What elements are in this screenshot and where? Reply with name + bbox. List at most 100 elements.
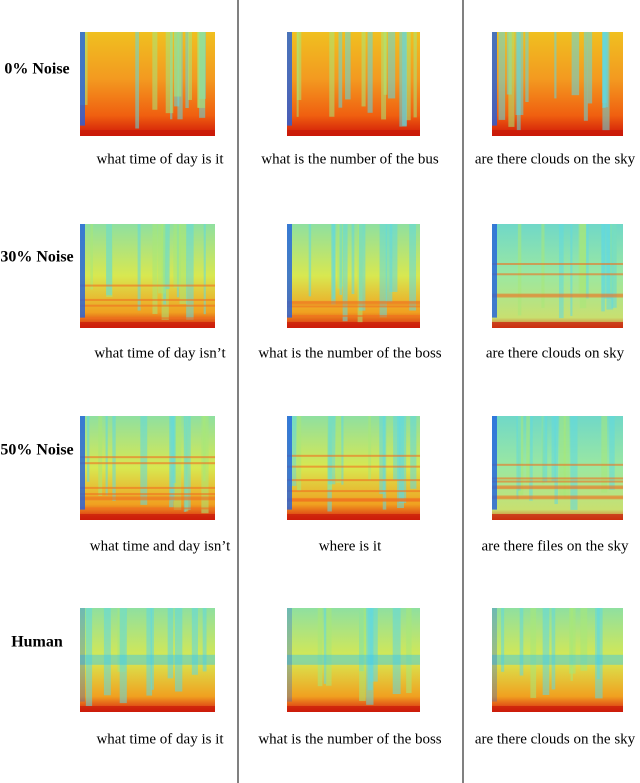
- spectrogram-band: [146, 608, 153, 696]
- spectrogram-band: [369, 608, 378, 682]
- caption: what is the number of the boss: [258, 731, 441, 747]
- spectrogram-band: [410, 416, 417, 489]
- spectrogram-band: [152, 224, 158, 314]
- spectrogram-band: [559, 416, 566, 498]
- spectrogram-noise: [287, 300, 420, 303]
- spectrogram-band: [580, 608, 588, 671]
- spectrogram-band: [170, 416, 175, 501]
- spectrogram: [80, 32, 215, 136]
- spectrogram-band: [80, 654, 215, 665]
- caption: are there clouds on sky: [486, 345, 625, 361]
- spectrogram-band: [165, 32, 174, 114]
- spectrogram-band: [382, 416, 387, 510]
- row-label: 30% Noise: [0, 249, 73, 266]
- spectrogram-band: [80, 224, 85, 318]
- spectrogram-band: [80, 514, 215, 520]
- caption: what time of day is it: [96, 731, 224, 747]
- spectrogram-band: [492, 706, 623, 712]
- spectrogram-band: [336, 416, 342, 483]
- spectrogram-band: [287, 608, 292, 702]
- spectrogram-band: [197, 32, 200, 108]
- spectrogram-band: [389, 224, 398, 292]
- spectrogram-noise: [287, 315, 420, 318]
- spectrogram-band: [609, 416, 615, 490]
- spectrogram-band: [551, 416, 556, 482]
- spectrogram-band: [345, 32, 351, 100]
- spectrogram-band: [296, 32, 302, 100]
- spectrogram-band: [381, 32, 387, 120]
- spectrogram-band: [558, 224, 564, 319]
- spectrogram-band: [399, 32, 407, 127]
- spectrogram-noise: [287, 479, 420, 482]
- spectrogram-band: [492, 224, 497, 318]
- spectrogram-band: [325, 608, 332, 686]
- spectrogram-band: [541, 224, 545, 308]
- spectrogram-band: [570, 416, 578, 510]
- row-label: 50% Noise: [0, 442, 73, 459]
- spectrogram-band: [296, 32, 299, 117]
- spectrogram-band: [542, 416, 548, 483]
- spectrogram-band: [185, 32, 189, 109]
- spectrogram-band: [570, 224, 573, 316]
- spectrogram-band: [87, 416, 90, 482]
- spectrogram-band: [174, 32, 182, 97]
- spectrogram-band: [152, 32, 158, 110]
- spectrogram-band: [135, 32, 140, 129]
- spectrogram-band: [332, 224, 335, 299]
- spectrogram-band: [341, 416, 344, 485]
- spectrogram-noise: [80, 462, 215, 465]
- spectrogram-band: [492, 514, 623, 520]
- spectrogram-band: [519, 608, 524, 676]
- spectrogram-band: [359, 608, 366, 701]
- spectrogram: [492, 416, 623, 520]
- spectrogram-band: [604, 224, 612, 299]
- spectrogram-band: [526, 416, 531, 483]
- spectrogram-noise: [80, 284, 215, 287]
- caption: what is the number of the bus: [261, 151, 439, 167]
- spectrogram-band: [611, 224, 617, 308]
- spectrogram-band: [501, 608, 505, 672]
- spectrogram-band: [498, 32, 506, 120]
- spectrogram: [287, 416, 420, 520]
- spectrogram-band: [338, 32, 343, 108]
- spectrogram-band: [385, 224, 393, 303]
- spectrogram-noise: [492, 293, 623, 296]
- spectrogram-band: [201, 416, 209, 514]
- spectrogram: [287, 32, 420, 136]
- spectrogram-band: [554, 32, 557, 99]
- row-label: Human: [11, 634, 63, 651]
- spectrogram-band: [112, 416, 116, 501]
- spectrogram-noise: [492, 273, 623, 276]
- spectrogram-band: [368, 416, 372, 481]
- spectrogram-band: [517, 224, 522, 316]
- spectrogram-band: [569, 608, 576, 674]
- spectrogram-noise: [80, 498, 215, 501]
- spectrogram-band: [492, 130, 623, 136]
- spectrogram: [492, 32, 623, 136]
- spectrogram-band: [191, 608, 198, 675]
- spectrogram-band: [329, 32, 335, 117]
- spectrogram-band: [563, 416, 570, 500]
- spectrogram-band: [351, 224, 355, 295]
- spectrogram-band: [106, 224, 113, 296]
- spectrogram-base: [287, 32, 420, 136]
- spectrogram-band: [203, 224, 206, 315]
- spectrogram-band: [530, 608, 537, 698]
- spectrogram-noise: [287, 490, 420, 493]
- spectrogram-band: [409, 224, 417, 311]
- spectrogram-band: [98, 416, 103, 496]
- spectrogram-band: [287, 706, 420, 712]
- spectrogram-noise: [80, 493, 215, 496]
- spectrogram-band: [287, 654, 420, 665]
- spectrogram: [80, 224, 215, 328]
- spectrogram-band: [554, 416, 558, 505]
- spectrogram-band: [379, 224, 387, 318]
- spectrogram-band: [186, 224, 194, 320]
- caption: where is it: [319, 538, 382, 554]
- spectrogram-band: [187, 32, 192, 100]
- spectrogram-band: [197, 32, 206, 108]
- spectrogram: [80, 608, 215, 712]
- spectrogram-band: [367, 32, 373, 113]
- spectrogram-band: [165, 224, 170, 290]
